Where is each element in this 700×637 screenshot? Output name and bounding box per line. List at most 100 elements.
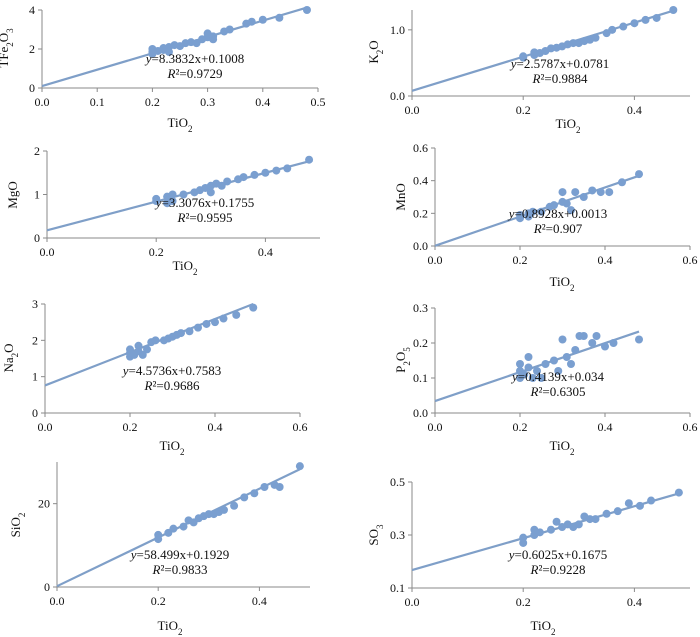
data-point	[541, 360, 550, 368]
y-axis-title-post: O	[1, 343, 16, 352]
y-tick-label: 0.0	[413, 406, 428, 420]
regression-equation: y=0.4139x+0.034	[510, 369, 604, 384]
regression-equation-rest: =0.6025x+0.1675	[515, 547, 608, 562]
x-tick-label: 0.0	[40, 245, 55, 259]
data-point	[554, 367, 563, 375]
data-point	[550, 201, 558, 210]
data-point	[520, 370, 529, 379]
data-point	[635, 170, 643, 179]
data-point	[272, 166, 281, 175]
data-point	[179, 522, 188, 531]
data-point	[258, 15, 267, 24]
y-axis-title: Na2O	[1, 343, 20, 372]
r-squared-var: R	[530, 562, 539, 577]
data-point	[533, 367, 541, 375]
x-axis-title: TiO2	[550, 438, 575, 457]
data-point	[283, 164, 292, 173]
data-point	[519, 533, 528, 542]
x-axis-title: TiO2	[531, 618, 556, 637]
data-point	[260, 483, 269, 491]
chart-panel-4: 0.0 0.2 0.4 0.6 0.0 0.2 0.4 0.6 y=0.8928x+0.0013…	[393, 141, 698, 293]
r-squared-rest: ²=0.9729	[175, 66, 222, 81]
data-point	[528, 374, 537, 382]
y-axis-title-sub: 3	[375, 524, 385, 529]
data-point	[641, 15, 650, 24]
data-point	[249, 303, 258, 312]
regression-equation-var: y	[509, 56, 517, 71]
r-squared: R²=0.9595	[177, 210, 233, 225]
y-axis-title: SiO2	[8, 513, 27, 538]
data-point	[211, 318, 219, 327]
regression-equation-var: y	[507, 547, 515, 562]
data-point	[552, 517, 561, 526]
regression-equation-rest: =4.5736x+0.7583	[129, 363, 222, 378]
data-point	[558, 335, 567, 344]
data-point	[240, 493, 249, 502]
data-point	[219, 505, 228, 514]
y-tick-label: 20	[38, 497, 50, 511]
r-squared: R²=0.9833	[152, 562, 208, 577]
x-tick-label: 0.4	[598, 420, 613, 434]
data-point	[230, 501, 239, 510]
y-axis-title-post: O	[0, 33, 11, 42]
data-point	[154, 530, 163, 539]
x-tick-label: 0.0	[405, 103, 420, 117]
y-axis-title-main: TFe	[0, 47, 11, 68]
regression-equation-var: y	[507, 206, 515, 221]
data-point	[217, 181, 226, 190]
data-point	[635, 335, 643, 344]
r-squared-var: R	[532, 71, 541, 86]
y-axis-title-sub: 2	[5, 42, 15, 47]
x-tick-label: 0.2	[516, 595, 531, 609]
y-tick-label: 0.1	[413, 371, 428, 385]
data-point	[585, 515, 594, 524]
x-tick-label: 0.4	[258, 245, 273, 259]
data-point	[202, 319, 211, 328]
y-axis-title-main: SiO	[8, 517, 23, 537]
y-axis-title: K2O	[366, 40, 385, 63]
y-axis-title-sub: 2	[10, 353, 20, 358]
data-point	[558, 188, 567, 197]
data-point	[516, 210, 524, 219]
x-tick-label: 0.5	[311, 95, 326, 109]
regression-equation: y=58.499x+0.1929	[129, 547, 229, 562]
x-axis-title-sub: 2	[570, 283, 575, 293]
x-axis-title-sub: 2	[193, 267, 198, 277]
r-squared: R²=0.9729	[167, 66, 223, 81]
y-axis-title: TFe2O3	[0, 28, 15, 68]
trend-line	[434, 174, 640, 247]
data-point	[674, 488, 683, 497]
x-axis-title: TiO2	[173, 258, 198, 277]
data-point	[567, 360, 575, 368]
chart-panel-2: 0.0 0.2 0.4 0.0 1.0 y=2.5787x+0.0781R²=0.9884…	[366, 6, 690, 135]
x-tick-label: 0.6	[683, 420, 698, 434]
data-point	[151, 336, 160, 345]
y-tick-label: 0	[29, 81, 35, 95]
data-point	[250, 170, 259, 179]
r-squared: R²=0.9228	[530, 562, 586, 577]
data-point	[179, 190, 188, 199]
data-point	[219, 314, 228, 323]
x-axis-title: TiO2	[160, 438, 185, 457]
r-squared: R²=0.9884	[532, 71, 588, 86]
y-axis-title-sub2: 3	[5, 28, 15, 33]
data-point	[126, 345, 134, 354]
data-point	[168, 190, 177, 199]
y-tick-label: 0.5	[390, 475, 405, 489]
y-tick-label: 0.2	[413, 206, 428, 220]
r-squared-var: R	[533, 221, 542, 236]
data-point	[592, 332, 601, 340]
x-axis-title-main: TiO	[556, 116, 576, 131]
data-point	[609, 339, 618, 347]
x-tick-label: 0.4	[598, 253, 613, 267]
y-tick-label: 2	[34, 144, 40, 158]
y-tick-label: 0	[44, 580, 50, 594]
data-point	[596, 188, 605, 197]
regression-equation: y=0.6025x+0.1675	[507, 547, 607, 562]
x-axis-title: TiO2	[550, 274, 575, 293]
x-axis-title-sub: 2	[178, 627, 183, 637]
data-point	[579, 193, 588, 201]
data-point	[647, 496, 656, 505]
